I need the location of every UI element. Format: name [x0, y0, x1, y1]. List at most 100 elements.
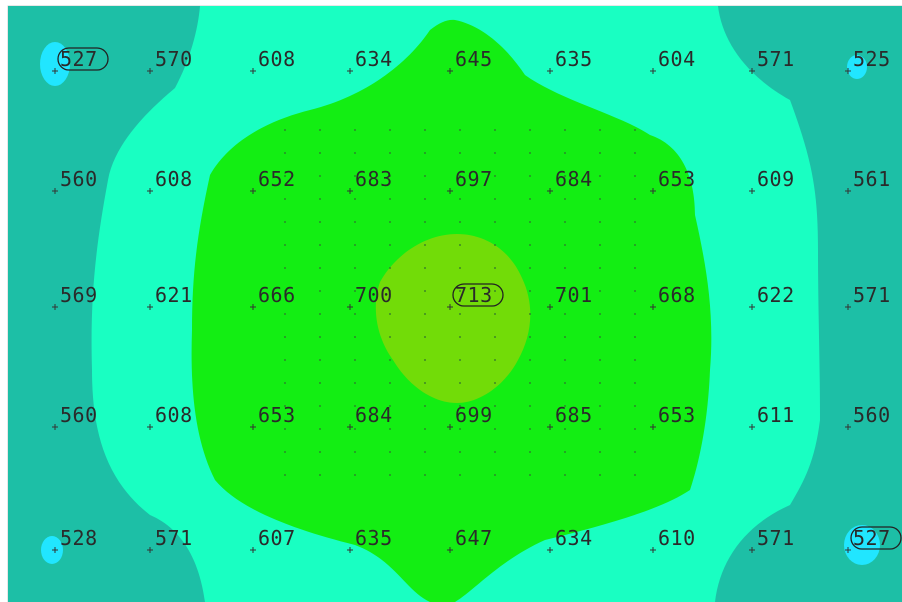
- grid-value: 653: [650, 403, 695, 430]
- corner-marker-bottom-right: [844, 525, 880, 565]
- measurement-dot: [494, 129, 496, 131]
- measurement-dot: [459, 382, 461, 384]
- measurement-dot: [459, 359, 461, 361]
- measurement-dot: [529, 336, 531, 338]
- grid-value-label: 570: [155, 47, 193, 71]
- measurement-dot: [634, 451, 636, 453]
- measurement-dot: [494, 451, 496, 453]
- measurement-dot: [634, 244, 636, 246]
- measurement-dot: [459, 451, 461, 453]
- measurement-dots: [284, 129, 636, 476]
- measurement-dot: [424, 129, 426, 131]
- measurement-dot: [529, 382, 531, 384]
- grid-value: 608: [250, 47, 296, 74]
- measurement-dot: [389, 198, 391, 200]
- measurement-dot: [599, 129, 601, 131]
- grid-value-label: 645: [455, 47, 493, 71]
- measurement-dot: [599, 244, 601, 246]
- measurement-dot: [564, 313, 566, 315]
- measurement-dot: [424, 198, 426, 200]
- corner-markers: [40, 42, 880, 565]
- measurement-dot: [389, 152, 391, 154]
- measurement-dot: [459, 198, 461, 200]
- measurement-dot: [354, 336, 356, 338]
- measurement-dot: [319, 267, 321, 269]
- measurement-dot: [529, 198, 531, 200]
- grid-value-label: 653: [258, 403, 296, 427]
- grid-value: 527: [52, 47, 109, 74]
- measurement-dot: [599, 474, 601, 476]
- grid-value-label: 684: [355, 403, 393, 427]
- corner-marker-top-left: [40, 42, 70, 86]
- measurement-dot: [529, 244, 531, 246]
- measurement-dot: [564, 129, 566, 131]
- measurement-dot: [284, 152, 286, 154]
- measurement-dot: [354, 221, 356, 223]
- measurement-dot: [319, 382, 321, 384]
- measurement-dot: [634, 267, 636, 269]
- grid-value: 666: [250, 283, 295, 310]
- measurement-dot: [459, 175, 461, 177]
- zone-peak: [375, 234, 531, 403]
- grid-value-label: 634: [355, 47, 393, 71]
- measurement-dot: [599, 290, 601, 292]
- grid-value: 571: [749, 526, 794, 553]
- measurement-dot: [564, 405, 566, 407]
- grid-value-label: 610: [658, 526, 696, 550]
- value-labels: 527 570 608 634 645 635 604 571 525 560 608 652 683 6…: [52, 47, 902, 553]
- measurement-dot: [634, 152, 636, 154]
- grid-value-label: 527: [853, 526, 891, 550]
- measurement-dot: [284, 290, 286, 292]
- measurement-dot: [389, 359, 391, 361]
- measurement-dot: [284, 382, 286, 384]
- measurement-dot: [284, 451, 286, 453]
- grid-value-label: 608: [258, 47, 296, 71]
- measurement-dot: [564, 451, 566, 453]
- measurement-dot: [424, 244, 426, 246]
- grid-value-label: 621: [155, 283, 193, 307]
- measurement-dot: [494, 244, 496, 246]
- measurement-dot: [424, 382, 426, 384]
- grid-value: 560: [52, 403, 97, 430]
- measurement-dot: [494, 152, 496, 154]
- grid-value: 653: [650, 167, 695, 194]
- measurement-dot: [494, 428, 496, 430]
- measurement-dot: [389, 221, 391, 223]
- measurement-dot: [529, 474, 531, 476]
- measurement-dot: [634, 382, 636, 384]
- measurement-dot: [284, 359, 286, 361]
- grid-value: 608: [147, 167, 192, 194]
- grid-value: 571: [845, 283, 890, 310]
- measurement-dot: [529, 152, 531, 154]
- measurement-dot: [319, 313, 321, 315]
- measurement-dot: [599, 267, 601, 269]
- measurement-dot: [319, 474, 321, 476]
- corner-marker-top-right: [847, 55, 867, 79]
- measurement-dot: [319, 359, 321, 361]
- grid-value-label: 571: [757, 47, 795, 71]
- measurement-dot: [634, 129, 636, 131]
- grid-value-label: 668: [658, 283, 696, 307]
- measurement-dot: [599, 198, 601, 200]
- measurement-dot: [389, 267, 391, 269]
- grid-value: 609: [749, 167, 794, 194]
- grid-value: 634: [547, 526, 592, 553]
- grid-value-label: 525: [853, 47, 891, 71]
- grid-value: 622: [749, 283, 794, 310]
- measurement-dot: [424, 313, 426, 315]
- measurement-dot: [529, 221, 531, 223]
- measurement-dot: [459, 221, 461, 223]
- measurement-dot: [459, 290, 461, 292]
- measurement-dot: [389, 244, 391, 246]
- measurement-dot: [599, 405, 601, 407]
- grid-value-label: 560: [853, 403, 891, 427]
- grid-value-label: 604: [658, 47, 696, 71]
- measurement-dot: [354, 267, 356, 269]
- measurement-dot: [319, 336, 321, 338]
- measurement-dot: [459, 405, 461, 407]
- grid-value: 668: [650, 283, 696, 310]
- grid-value-label: 561: [853, 167, 891, 191]
- grid-value-label: 701: [555, 283, 593, 307]
- measurement-dot: [529, 359, 531, 361]
- measurement-dot: [494, 405, 496, 407]
